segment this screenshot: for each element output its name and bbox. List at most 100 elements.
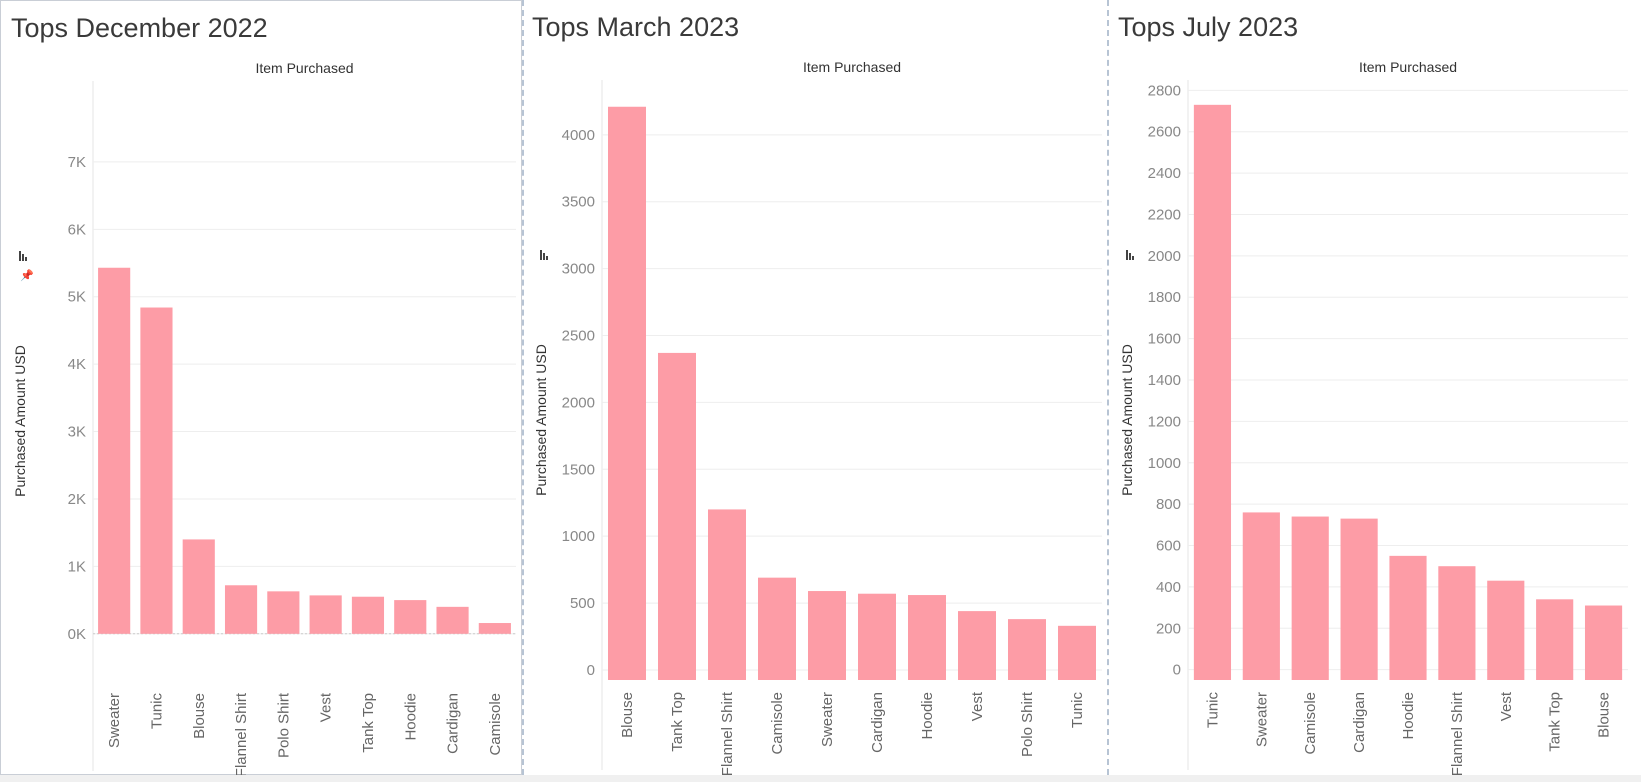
x-category-label: Tunic (1204, 692, 1221, 729)
chart-panel-july-2023: Tops July 2023 Item Purchased Purchased A… (1108, 0, 1641, 775)
y-tick-label: 800 (1156, 496, 1181, 513)
x-category-label: Flannel Shirt (233, 692, 250, 776)
y-tick-label: 400 (1156, 579, 1181, 596)
x-category-label: Tank Top (1547, 692, 1564, 752)
x-category-label: Camisole (769, 692, 786, 755)
bar[interactable] (1487, 580, 1525, 680)
x-axis-title: Item Purchased (255, 60, 353, 76)
y-tick-label: 0 (587, 662, 595, 679)
y-tick-label: 200 (1156, 620, 1181, 637)
bar[interactable] (658, 352, 696, 680)
bar[interactable] (908, 595, 946, 680)
bar-chart-march-2023: Item Purchased Purchased Amount USD 0 500 10… (533, 59, 1102, 775)
bar[interactable] (394, 600, 427, 634)
bar[interactable] (708, 509, 746, 680)
y-tick-label: 6K (68, 221, 86, 238)
bar[interactable] (1193, 104, 1232, 681)
y-tick-label: 4K (68, 356, 86, 373)
sort-descending-icon[interactable] (540, 250, 548, 260)
y-tick-label: 3K (68, 424, 86, 441)
y-tick-label: 2200 (1148, 206, 1181, 223)
bar[interactable] (140, 307, 173, 634)
x-category-label: Polo Shirt (1019, 691, 1036, 757)
bar[interactable] (758, 577, 796, 680)
chart-title: Tops March 2023 (532, 12, 740, 42)
x-category-label: Sweater (819, 692, 836, 747)
x-category-label: Hoodie (1400, 692, 1417, 740)
bar[interactable] (436, 606, 469, 634)
bar[interactable] (478, 623, 511, 634)
sort-descending-icon[interactable] (19, 251, 27, 261)
bar[interactable] (1438, 566, 1476, 680)
x-category-label: Blouse (619, 692, 636, 738)
chart-title: Tops December 2022 (11, 13, 268, 43)
x-category-label: Hoodie (919, 692, 936, 740)
y-tick-label: 1800 (1148, 289, 1181, 306)
bar[interactable] (1584, 605, 1623, 680)
x-category-label: Blouse (191, 693, 208, 739)
x-axis-title: Item Purchased (1359, 59, 1457, 75)
x-category-label: Vest (1498, 691, 1515, 721)
x-category-label: Tunic (148, 693, 165, 730)
bar[interactable] (267, 591, 300, 634)
y-axis-title: Purchased Amount USD (533, 344, 549, 496)
bar[interactable] (1242, 512, 1280, 680)
bar[interactable] (1389, 555, 1427, 680)
y-tick-label: 3500 (562, 194, 595, 211)
y-tick-label: 1400 (1148, 372, 1181, 389)
x-category-label: Tank Top (669, 692, 686, 752)
y-tick-label: 500 (570, 595, 595, 612)
y-tick-label: 1000 (562, 528, 595, 545)
y-tick-label: 1500 (562, 461, 595, 478)
bar[interactable] (1536, 599, 1574, 680)
x-category-label: Vest (969, 691, 986, 721)
chart-panel-december-2022: Tops December 2022 Item Purchased Purchas… (0, 0, 522, 776)
x-axis-title: Item Purchased (803, 59, 901, 75)
bar-chart-december-2022: Item Purchased Purchased Amount USD 📌 0K 1K 2… (12, 60, 516, 776)
chart-panel-march-2023: Tops March 2023 Item Purchased Purchased … (522, 0, 1108, 775)
x-category-label: Hoodie (402, 693, 419, 741)
bar[interactable] (1058, 625, 1096, 680)
x-category-label: Cardigan (869, 692, 886, 753)
y-tick-label: 1000 (1148, 455, 1181, 472)
x-category-label: Camisole (1302, 692, 1319, 755)
x-category-label: Vest (318, 692, 335, 722)
x-category-label: Sweater (1253, 692, 1270, 747)
y-tick-label: 2000 (562, 394, 595, 411)
x-category-label: Sweater (106, 693, 123, 748)
y-tick-label: 3000 (562, 261, 595, 278)
bar[interactable] (958, 611, 996, 680)
x-category-label: Flannel Shirt (719, 691, 736, 775)
bar[interactable] (608, 106, 646, 680)
bar[interactable] (808, 591, 846, 680)
bar[interactable] (309, 595, 342, 634)
x-category-label: Cardigan (445, 693, 462, 754)
y-tick-label: 5K (68, 289, 86, 306)
y-tick-label: 1K (68, 558, 86, 575)
chart-title: Tops July 2023 (1118, 12, 1299, 42)
bar[interactable] (858, 593, 896, 680)
bar[interactable] (182, 539, 215, 634)
bar[interactable] (351, 596, 385, 634)
y-tick-label: 2400 (1148, 165, 1181, 182)
bar[interactable] (1291, 516, 1329, 680)
bar[interactable] (1340, 518, 1378, 680)
y-tick-label: 2K (68, 491, 86, 508)
y-tick-label: 2500 (562, 328, 595, 345)
bar[interactable] (224, 585, 258, 634)
bar[interactable] (1008, 619, 1046, 680)
x-category-label: Polo Shirt (275, 692, 292, 758)
sort-descending-icon[interactable] (1126, 250, 1134, 260)
panel-divider[interactable] (1107, 0, 1109, 775)
y-tick-label: 1200 (1148, 413, 1181, 430)
x-category-label: Camisole (487, 693, 504, 756)
y-tick-label: 7K (68, 154, 86, 171)
y-tick-label: 2000 (1148, 248, 1181, 265)
panel-divider[interactable] (522, 0, 524, 775)
x-category-label: Cardigan (1351, 692, 1368, 753)
y-tick-label: 600 (1156, 538, 1181, 555)
x-category-label: Tank Top (360, 693, 377, 753)
dashboard-scrollbar-strip[interactable] (0, 775, 1641, 782)
bar[interactable] (98, 267, 131, 634)
bar-chart-july-2023: Item Purchased Purchased Amount USD 0 200 40… (1119, 59, 1628, 775)
